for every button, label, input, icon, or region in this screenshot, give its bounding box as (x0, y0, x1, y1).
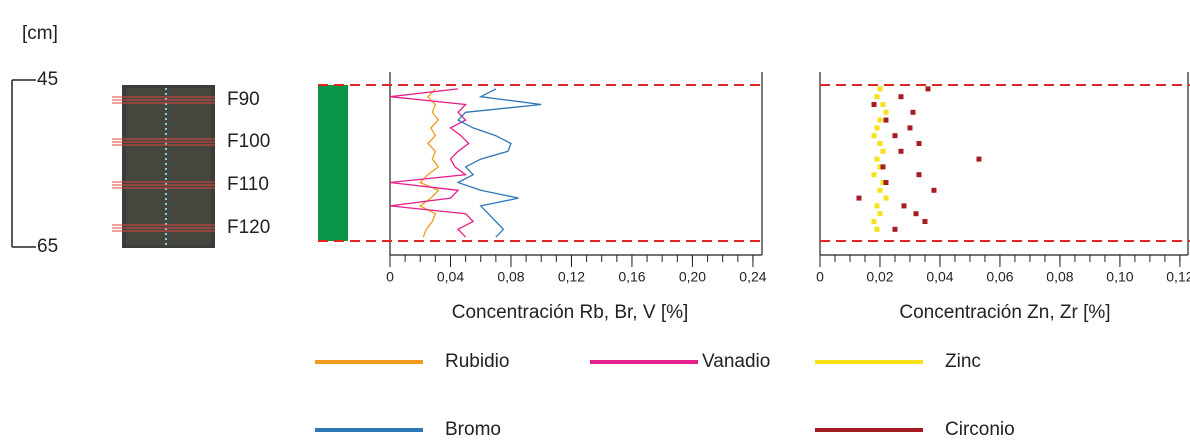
scatter-point (910, 109, 916, 115)
core-inner (126, 88, 211, 245)
depth-tick-label: 45 (37, 69, 58, 90)
scatter-point (883, 117, 889, 123)
scatter-point (883, 195, 889, 201)
scatter-point (916, 141, 922, 146)
scatter-point (874, 203, 880, 209)
x-tick-label: 0,24 (739, 269, 766, 285)
scatter-point (976, 156, 982, 162)
x-tick-label: 0,04 (437, 269, 464, 285)
scatter-point (880, 180, 886, 185)
scatter-point (922, 219, 928, 224)
depth-unit: [cm] (22, 23, 58, 44)
core-image (122, 85, 215, 248)
x-tick-label: 0,12 (558, 269, 585, 285)
x-tick-label: 0,06 (986, 269, 1013, 285)
scatter-point (871, 219, 877, 224)
scatter-point (898, 94, 904, 100)
scatter-point (892, 133, 898, 139)
core-label: F100 (227, 131, 270, 152)
scatter-point (874, 226, 880, 232)
x-tick-label: 0 (816, 269, 824, 285)
scatter-point (874, 125, 880, 131)
x-tick-label: 0,08 (497, 269, 524, 285)
series-line (456, 88, 542, 238)
scatter-point (871, 133, 877, 139)
scatter-point (871, 172, 877, 178)
scatter-point (871, 102, 877, 107)
x-tick-label: 0,10 (1106, 269, 1133, 285)
scatter-point (907, 125, 913, 131)
x-tick-label: 0,16 (618, 269, 645, 285)
scatter-point (880, 148, 886, 154)
scatter-point (877, 86, 883, 92)
scatter-point (880, 164, 886, 170)
x-tick-label: 0 (386, 269, 394, 285)
scatter-point (877, 187, 883, 193)
scatter-point (931, 187, 937, 193)
depth-tick-label: 65 (37, 236, 58, 257)
scatter-point (877, 141, 883, 146)
legend-label: Bromo (445, 419, 501, 440)
core-label: F90 (227, 89, 260, 110)
x-tick-label: 0,20 (679, 269, 706, 285)
scatter-point (874, 94, 880, 100)
x-tick-label: 0,12 (1166, 269, 1190, 285)
legend-label: Zinc (945, 351, 981, 372)
scatter-point (898, 148, 904, 154)
legend-label: Vanadio (702, 351, 770, 372)
scatter-point (901, 203, 907, 209)
scatter-point (883, 180, 889, 185)
legend-label: Rubidio (445, 351, 509, 372)
scatter-point (925, 86, 931, 92)
x-axis-label: Concentración Rb, Br, V [%] (452, 302, 689, 323)
core-label: F110 (227, 174, 269, 195)
scatter-point (913, 211, 919, 217)
scatter-point (916, 172, 922, 178)
scatter-point (877, 117, 883, 123)
series-line (389, 88, 475, 238)
x-tick-label: 0,02 (866, 269, 893, 285)
sample-bar (318, 85, 348, 241)
scatter-point (874, 156, 880, 162)
x-axis-label: Concentración Zn, Zr [%] (899, 302, 1110, 323)
scatter-point (856, 195, 862, 201)
scatter-point (877, 211, 883, 217)
series-line (419, 88, 440, 238)
scatter-point (883, 109, 889, 115)
scatter-point (877, 164, 883, 170)
scatter-point (892, 226, 898, 232)
x-tick-label: 0,04 (926, 269, 953, 285)
legend-label: Circonio (945, 419, 1015, 440)
core-label: F120 (227, 217, 270, 238)
x-tick-label: 0,08 (1046, 269, 1073, 285)
scatter-point (880, 102, 886, 107)
